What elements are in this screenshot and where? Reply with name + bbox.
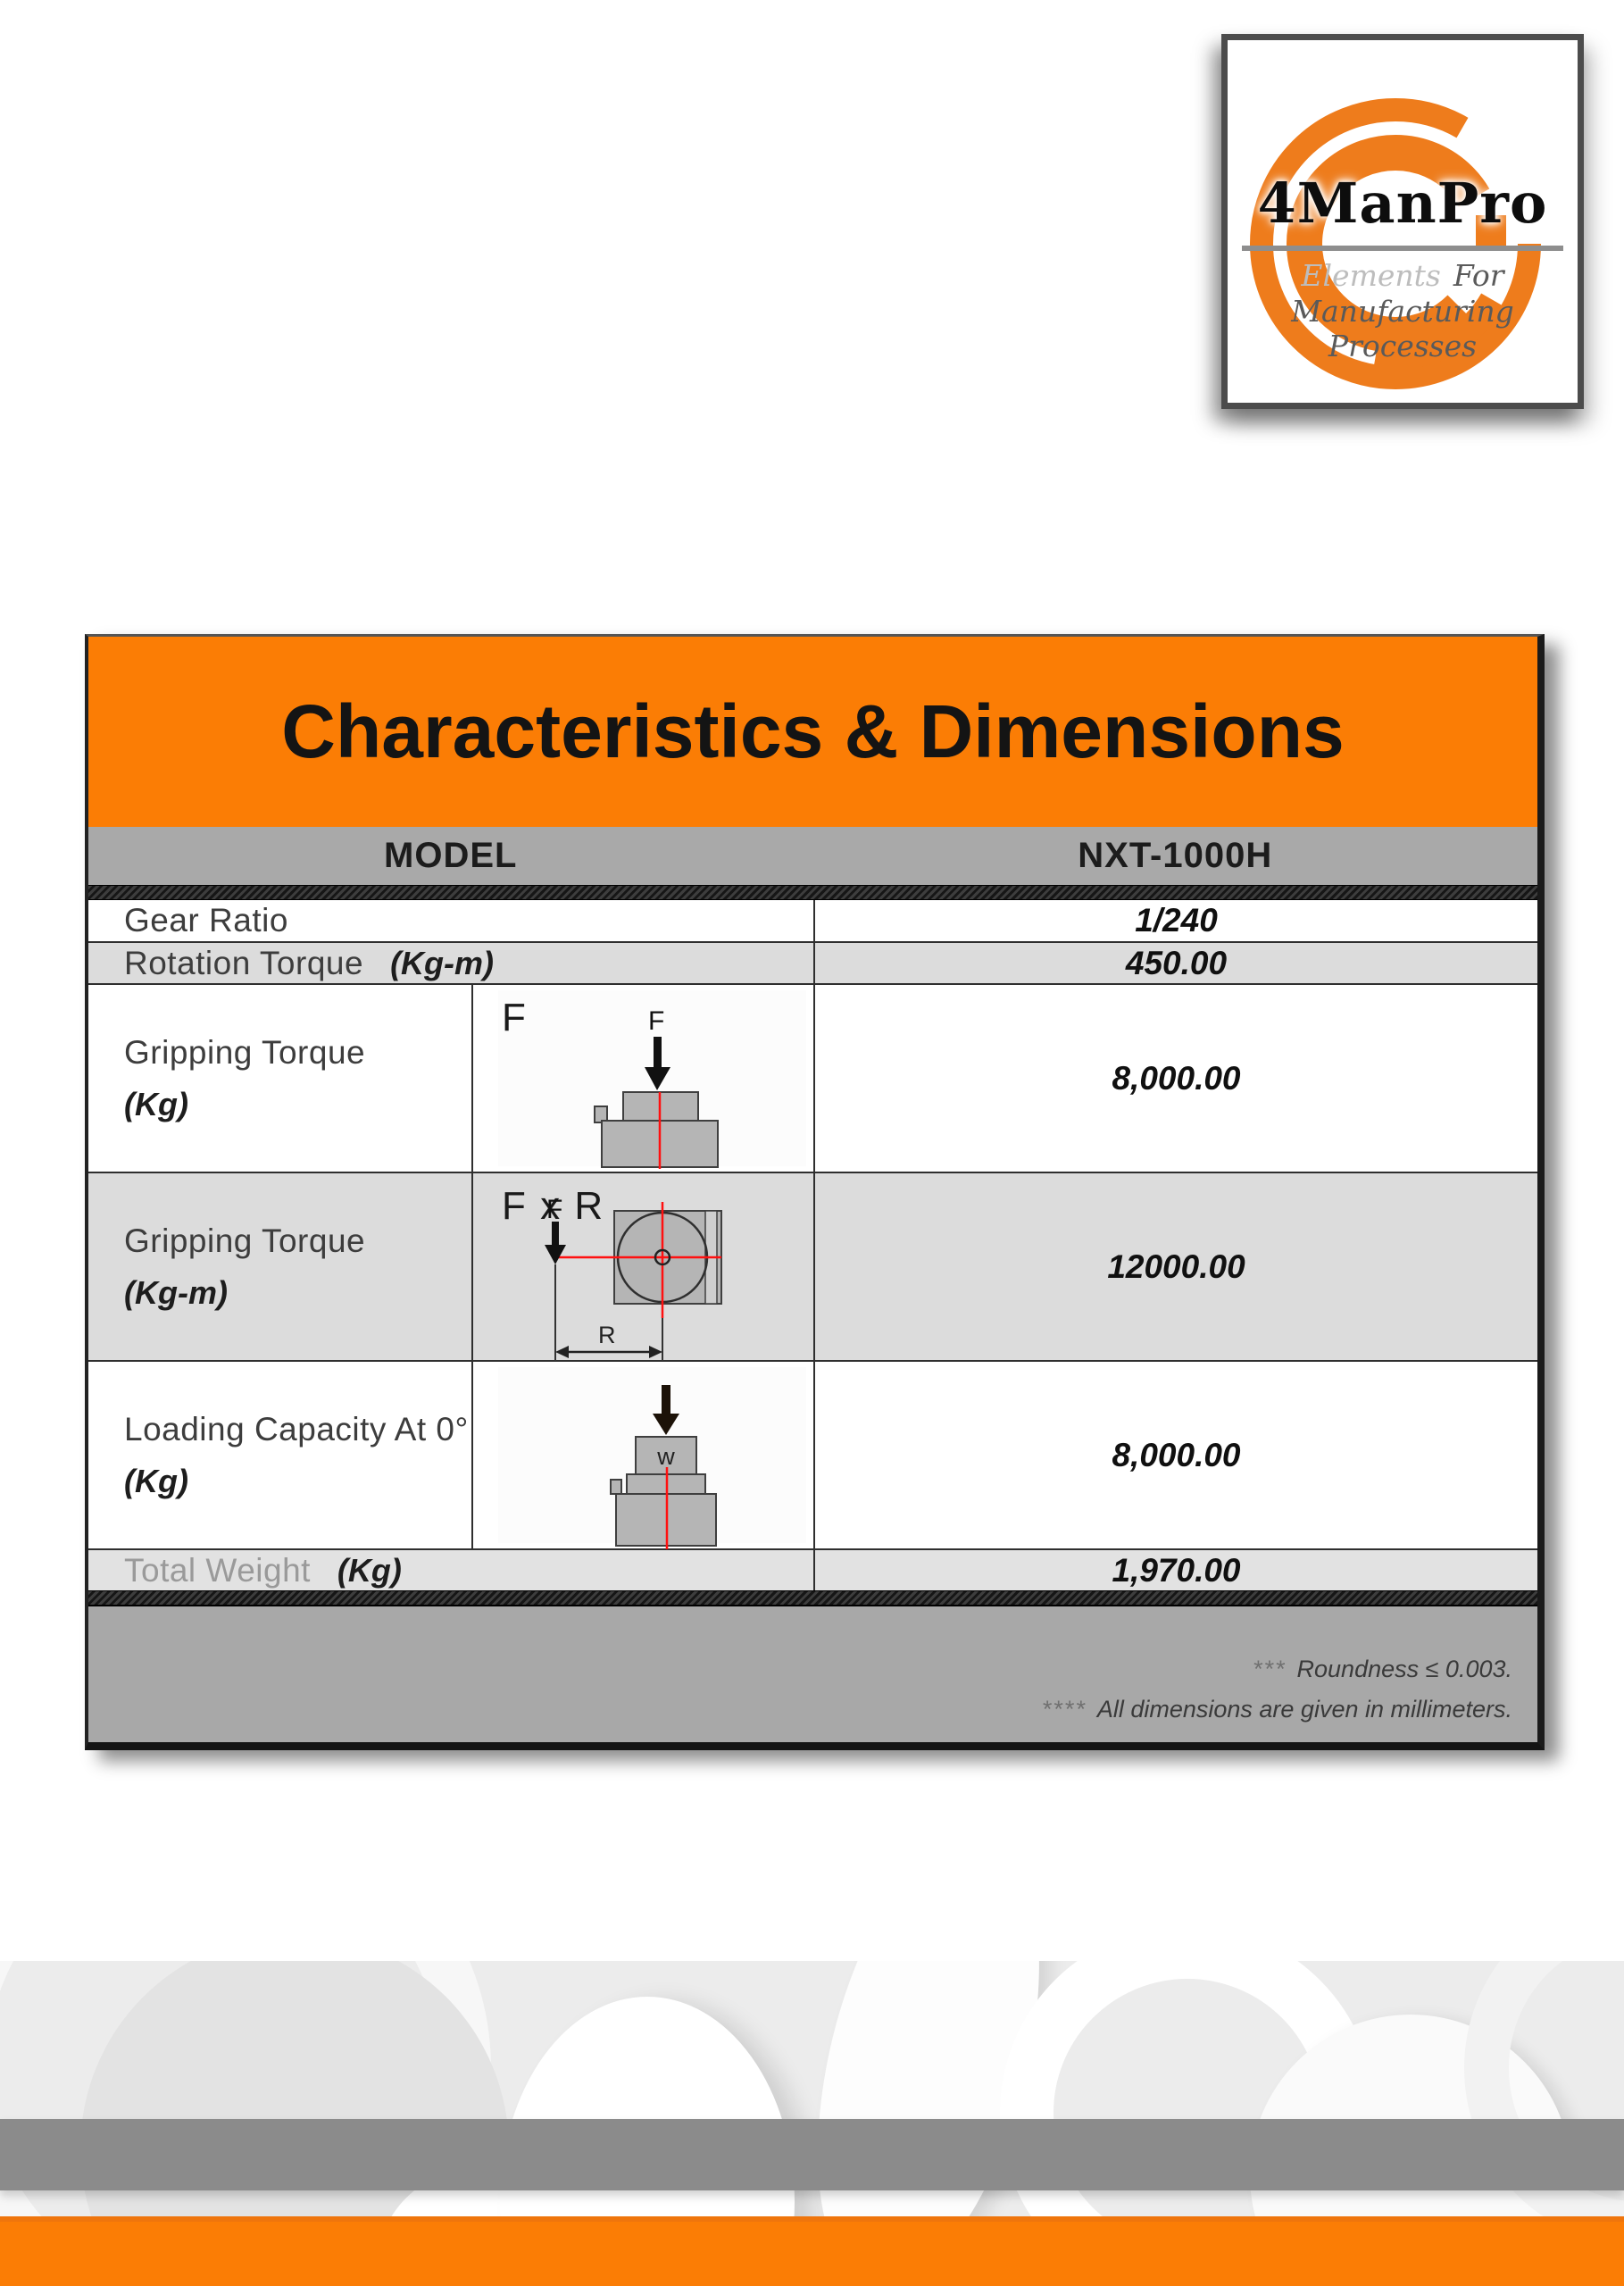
- table-title-banner: Characteristics & Dimensions: [88, 637, 1537, 827]
- force-radius-diagram-label: F x R: [502, 1184, 605, 1228]
- loading-capacity-unit: (Kg): [124, 1462, 188, 1499]
- rotation-torque-label: Rotation Torque: [124, 944, 364, 981]
- total-weight-label: Total Weight: [124, 1551, 311, 1589]
- separator-bar-bottom: [88, 1590, 1537, 1606]
- gray-band: [0, 2119, 1624, 2190]
- gripping-torque-kgm-value: 12000.00: [1107, 1247, 1245, 1285]
- svg-text:w: w: [656, 1443, 675, 1470]
- weight-diagram: w: [473, 1362, 815, 1549]
- footnote-roundness: *** Roundness ≤ 0.003.: [1252, 1656, 1512, 1682]
- gear-ratio-label: Gear Ratio: [124, 902, 288, 939]
- company-logo: 4ManPro Elements For Manufacturing Proces…: [1221, 34, 1584, 409]
- table-title: Characteristics & Dimensions: [281, 689, 1345, 773]
- rotation-torque-unit: (Kg-m): [390, 944, 495, 981]
- gear-ratio-value: 1/240: [1135, 902, 1218, 939]
- force-radius-diagram: F x R F R: [473, 1173, 815, 1361]
- rotation-torque-value: 450.00: [1125, 944, 1228, 981]
- gripping-torque-kg-label: Gripping Torque: [124, 1033, 366, 1071]
- loading-capacity-value: 8,000.00: [1112, 1436, 1241, 1473]
- weight-diagram-icon: w: [610, 1385, 717, 1549]
- brand-name: 4ManPro: [1257, 171, 1548, 236]
- characteristics-table: Characteristics & Dimensions MODEL NXT-1…: [85, 634, 1545, 1750]
- row-loading-capacity: Loading Capacity At 0° (Kg) w 8,000.00: [88, 1360, 1537, 1549]
- model-header-label: MODEL: [384, 836, 518, 875]
- gripping-torque-kg-unit: (Kg): [124, 1085, 188, 1122]
- logo-tagline-line1: Elements For: [1301, 258, 1504, 293]
- logo-divider: [1242, 246, 1563, 251]
- force-diagram-label: F: [502, 996, 528, 1039]
- orange-band: [0, 2216, 1624, 2286]
- row-total-weight: Total Weight (Kg) 1,970.00: [88, 1548, 1537, 1590]
- total-weight-unit: (Kg): [337, 1551, 402, 1589]
- svg-text:F: F: [648, 1006, 664, 1036]
- gripping-torque-kgm-unit: (Kg-m): [124, 1273, 228, 1311]
- total-weight-value: 1,970.00: [1112, 1551, 1241, 1589]
- gripping-torque-kg-value: 8,000.00: [1112, 1059, 1241, 1097]
- separator-bar-top: [88, 885, 1537, 900]
- gripping-force-diagram: F F: [473, 985, 815, 1172]
- logo-tagline-line2: Manufacturing Processes: [1291, 294, 1514, 363]
- footer-decoration: [0, 1961, 1624, 2286]
- gripping-torque-kgm-label: Gripping Torque: [124, 1222, 366, 1259]
- force-radius-diagram-icon: F R: [545, 1195, 722, 1361]
- model-header-value: NXT-1000H: [1078, 836, 1273, 875]
- table-footnotes: *** Roundness ≤ 0.003. **** All dimensions…: [88, 1606, 1537, 1742]
- logo-swoosh-icon: [1250, 98, 1541, 389]
- row-rotation-torque: Rotation Torque (Kg-m) 450.00: [88, 941, 1537, 983]
- row-gripping-torque-kgm: Gripping Torque (Kg-m) F x R F: [88, 1172, 1537, 1361]
- force-diagram-icon: F: [594, 1006, 719, 1169]
- svg-text:F: F: [546, 1195, 562, 1224]
- loading-capacity-label: Loading Capacity At 0°: [124, 1410, 469, 1448]
- footnote-dimensions: **** All dimensions are given in millimet…: [1041, 1696, 1512, 1723]
- model-header-row: MODEL NXT-1000H: [88, 827, 1537, 885]
- row-gripping-torque-kg: Gripping Torque (Kg) F F 8,000.00: [88, 983, 1537, 1172]
- svg-text:R: R: [598, 1322, 616, 1348]
- row-gear-ratio: Gear Ratio 1/240: [88, 900, 1537, 941]
